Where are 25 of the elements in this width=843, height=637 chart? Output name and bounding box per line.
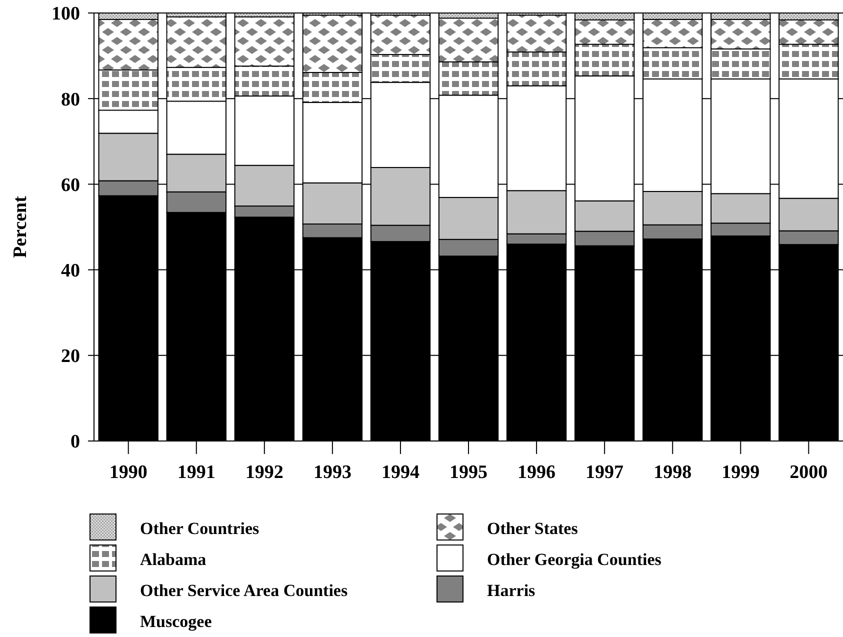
y-tick-label: 80 <box>61 89 80 110</box>
x-tick-label: 1998 <box>654 462 692 483</box>
legend-label: Other States <box>487 519 578 538</box>
x-tick-label: 1991 <box>177 462 216 483</box>
legend-label: Harris <box>487 581 536 600</box>
x-tick-label: 1994 <box>381 462 420 483</box>
legend-label: Other Georgia Counties <box>487 550 662 569</box>
y-tick-label: 40 <box>61 260 80 282</box>
x-tick-label: 1995 <box>450 462 488 483</box>
y-tick-label: 100 <box>52 4 80 25</box>
x-tick-label: 1996 <box>518 462 556 483</box>
legend-label: Muscogee <box>140 612 212 631</box>
y-tick-label: 60 <box>61 174 80 196</box>
y-tick-label: 20 <box>61 346 80 368</box>
x-tick-label: 2000 <box>790 462 828 483</box>
legend-label: Other Service Area Counties <box>140 581 348 600</box>
x-tick-label: 1999 <box>722 462 760 483</box>
x-tick-label: 1993 <box>313 462 352 483</box>
y-tick-label: 0 <box>70 432 80 453</box>
legend-label: Other Countries <box>140 519 260 538</box>
x-tick-label: 1992 <box>245 462 284 483</box>
x-tick-label: 1990 <box>109 462 148 483</box>
y-axis-title: Percent <box>10 195 31 258</box>
x-tick-label: 1997 <box>586 462 624 483</box>
legend-label: Alabama <box>140 550 207 569</box>
